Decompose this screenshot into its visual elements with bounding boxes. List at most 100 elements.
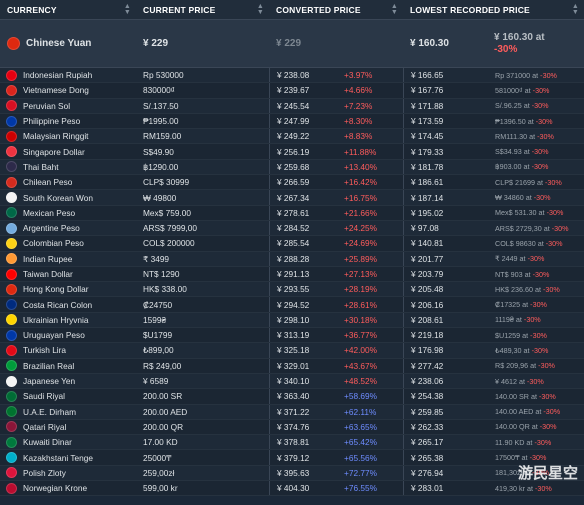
lowest-price: ¥ 238.06 ¥ 4612 at -30% — [403, 373, 584, 389]
currency-name: U.A.E. Dirham — [0, 405, 136, 419]
lowest-original: Rp 371000 at -30% — [495, 70, 557, 80]
table-row: Philippine Peso ₱1995.00 ¥ 247.99 +8.30% ¥ 1… — [0, 113, 584, 130]
table-row: Indonesian Rupiah Rp 530000 ¥ 238.08 +3.97%… — [0, 68, 584, 84]
lowest-price: ¥ 219.18 $U1259 at -30% — [403, 328, 584, 343]
table-header: CURRENCY ▲ ▼ CURRENT PRICE ▲ ▼ CONVERTED P… — [0, 0, 584, 20]
sort-icon[interactable]: ▲ ▼ — [390, 2, 398, 16]
price-difference: +24.25% — [344, 223, 377, 234]
price-difference: +62.11% — [344, 406, 377, 417]
price-difference: +4.66% — [344, 85, 373, 96]
table-row: Hong Kong Dollar HK$ 338.00 ¥ 293.55 +28.19… — [0, 282, 584, 298]
current-price: ₱1995.00 — [143, 116, 179, 127]
currency-name: Polish Zloty — [0, 466, 136, 480]
lowest-original: Mex$ 531.30 at -30% — [495, 208, 564, 218]
lowest-original: 140.00 QR at -30% — [495, 422, 557, 432]
current-price: ₺899,00 — [143, 345, 174, 356]
converted-price: ¥ 291.13 +27.13% — [269, 266, 403, 282]
price-difference: +28.61% — [344, 299, 377, 310]
header-converted-price[interactable]: CONVERTED PRICE ▲ ▼ — [276, 2, 398, 16]
current-price: Mex$ 759.00 — [143, 207, 191, 218]
converted-price: ¥ 259.68 +13.40% — [269, 159, 403, 175]
current-price: ฿1290.00 — [143, 161, 179, 172]
lowest-original: 181,30zł at -30% — [495, 468, 549, 478]
current-price: COL$ 200000 — [143, 238, 195, 249]
table-row: Kazakhstani Tenge 25000₸ ¥ 379.12 +65.56% ¥ … — [0, 450, 584, 466]
current-price: ARS$ 7999,00 — [143, 223, 197, 234]
base-currency-row: Chinese Yuan ¥ 229 ¥ 229 ¥ 160.30 ¥ 160.… — [0, 20, 584, 68]
sort-icon[interactable]: ▲ ▼ — [571, 2, 579, 16]
converted-price: ¥ 313.19 +36.77% — [269, 328, 403, 343]
current-price: R$ 249,00 — [143, 360, 182, 371]
header-current-price[interactable]: CURRENT PRICE ▲ ▼ — [143, 2, 264, 16]
currency-name: Malaysian Ringgit — [0, 129, 136, 143]
current-price: ₩ 49800 — [143, 192, 177, 203]
sort-icon[interactable]: ▲ ▼ — [256, 2, 264, 16]
lowest-price: ¥ 195.02 Mex$ 531.30 at -30% — [403, 205, 584, 220]
currency-name: Japanese Yen — [0, 374, 136, 388]
lowest-price: ¥ 171.88 S/.96.25 at -30% — [403, 98, 584, 113]
lowest-original: ₺489,30 at -30% — [495, 345, 549, 355]
flag-icon — [6, 421, 17, 433]
current-price: CLP$ 30999 — [143, 177, 190, 188]
currency-name: Uruguayan Peso — [0, 328, 136, 342]
lowest-original: 419,30 kr at -30% — [495, 483, 552, 493]
flag-icon — [6, 69, 17, 81]
currency-name: Kuwaiti Dinar — [0, 435, 136, 449]
currency-name: Kazakhstani Tenge — [0, 450, 136, 464]
price-difference: +8.30% — [344, 116, 373, 127]
lowest-price: ¥ 283.01 419,30 kr at -30% — [403, 481, 584, 496]
flag-icon — [6, 268, 17, 280]
price-difference: +28.19% — [344, 284, 377, 295]
table-row: U.A.E. Dirham 200.00 AED ¥ 371.22 +62.11% ¥ … — [0, 404, 584, 420]
converted-price: ¥ 298.10 +30.18% — [269, 312, 403, 328]
lowest-price: ¥ 187.14 ₩ 34860 at -30% — [403, 190, 584, 205]
converted-price: ¥ 374.76 +63.65% — [269, 419, 403, 435]
flag-icon — [6, 436, 17, 448]
price-difference: +21.66% — [344, 207, 377, 218]
price-difference: +72.77% — [344, 467, 377, 478]
table-row: Colombian Peso COL$ 200000 ¥ 285.54 +24.69%… — [0, 236, 584, 252]
lowest-price: ¥ 208.61 1119₴ at -30% — [403, 312, 584, 328]
currency-name: Costa Rican Colon — [0, 297, 136, 311]
table-row: Norwegian Krone 599,00 kr ¥ 404.30 +76.55% ¥… — [0, 481, 584, 497]
lowest-original: HK$ 236.60 at -30% — [495, 284, 560, 294]
table-row: Indian Rupee ₹ 3499 ¥ 288.28 +25.89% ¥ 201.7… — [0, 251, 584, 267]
lowest-price: ¥ 174.45 RM111.30 at -30% — [403, 129, 584, 144]
currency-name: Ukrainian Hryvnia — [0, 313, 136, 327]
sort-icon[interactable]: ▲ ▼ — [123, 2, 131, 16]
table-row: Saudi Riyal 200.00 SR ¥ 363.40 +58.69% ¥ 254… — [0, 389, 584, 405]
flag-icon — [6, 176, 17, 188]
header-currency[interactable]: CURRENCY ▲ ▼ — [7, 2, 131, 16]
table-row: Polish Zloty 259,00zł ¥ 395.63 +72.77% ¥ 276… — [0, 465, 584, 482]
lowest-original: 140.00 AED at -30% — [495, 407, 561, 417]
flag-icon — [6, 375, 17, 387]
currency-name: Colombian Peso — [0, 236, 136, 250]
lowest-price: ¥ 265.38 17500₸ at -30% — [403, 450, 584, 465]
current-price: ¥ 6589 — [143, 376, 169, 387]
converted-price: ¥ 379.12 +65.56% — [269, 450, 403, 465]
lowest-original: 140.00 SR at -30% — [495, 391, 556, 401]
converted-price: ¥ 404.30 +76.55% — [269, 481, 403, 496]
header-lowest-recorded-price[interactable]: LOWEST RECORDED PRICE ▲ ▼ — [410, 2, 579, 16]
lowest-price: ¥ 166.65 Rp 371000 at -30% — [403, 68, 584, 83]
converted-price: ¥ 293.55 +28.19% — [269, 282, 403, 297]
lowest-original: R$ 209,96 at -30% — [495, 361, 555, 371]
converted-price: ¥ 249.22 +8.83% — [269, 129, 403, 144]
lowest-original: $U1259 at -30% — [495, 330, 547, 340]
price-difference: +16.42% — [344, 177, 377, 188]
price-difference: +16.75% — [344, 192, 377, 203]
table-row: Qatari Riyal 200.00 QR ¥ 374.76 +63.65% ¥ 26… — [0, 419, 584, 436]
current-price: Rp 530000 — [143, 70, 184, 81]
flag-icon — [6, 482, 17, 494]
converted-price: ¥ 395.63 +72.77% — [269, 465, 403, 481]
flag-icon — [6, 314, 17, 326]
currency-name: Mexican Peso — [0, 206, 136, 220]
current-price: ₹ 3499 — [143, 253, 170, 264]
flag-icon — [6, 390, 17, 402]
lowest-price: ¥ 203.79 NT$ 903 at -30% — [403, 266, 584, 282]
lowest-price: ¥ 265.17 11.90 KD at -30% — [403, 435, 584, 450]
lowest-price: ¥ 259.85 140.00 AED at -30% — [403, 404, 584, 419]
table-row: Vietnamese Dong 830000₫ ¥ 239.67 +4.66% ¥ 16… — [0, 83, 584, 99]
price-difference: +3.97% — [344, 70, 373, 81]
lowest-original: ₹ 2449 at -30% — [495, 254, 545, 264]
